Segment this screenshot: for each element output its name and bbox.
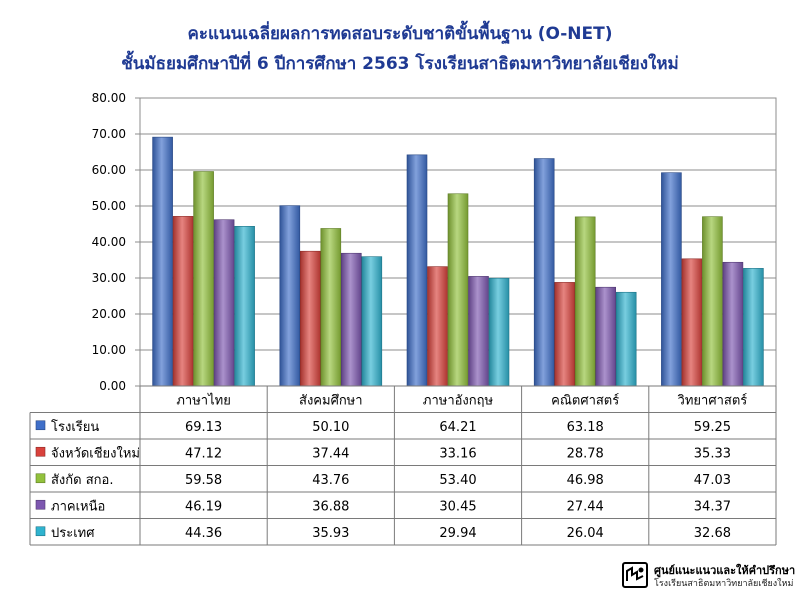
- logo-text-line1: ศูนย์แนะแนวและให้คำปรึกษา: [654, 564, 796, 577]
- y-tick-label: 0.00: [99, 379, 126, 393]
- y-tick-label: 60.00: [92, 163, 126, 177]
- y-tick-label: 80.00: [92, 91, 126, 105]
- series-name: จังหวัดเชียงใหม่: [51, 445, 140, 461]
- data-label: 26.04: [567, 526, 604, 541]
- data-label: 50.10: [312, 420, 349, 435]
- bars: [152, 136, 764, 387]
- bar: [468, 276, 489, 387]
- bar: [722, 261, 744, 387]
- data-label: 44.36: [185, 526, 222, 541]
- counseling-center-logo-icon: [622, 562, 648, 588]
- series-name: ประเทศ: [51, 526, 95, 541]
- bar: [172, 216, 194, 387]
- category-label: คณิตศาสตร์: [551, 392, 619, 408]
- series-name: ภาคเหนือ: [51, 498, 105, 514]
- y-tick-label: 50.00: [92, 199, 126, 213]
- bar: [193, 171, 214, 387]
- bar: [447, 193, 469, 387]
- legend-key: [35, 473, 46, 484]
- logo-text-line2: โรงเรียนสาธิตมหาวิทยาลัยเชียงใหม่: [654, 579, 794, 589]
- bar: [488, 277, 510, 387]
- y-tick-label: 70.00: [92, 127, 126, 141]
- data-label: 46.19: [185, 499, 222, 514]
- data-table: ภาษาไทย สังคมศึกษา ภาษาอังกฤษ คณิตศาสตร์ วิท…: [29, 385, 777, 546]
- bar: [299, 250, 321, 387]
- data-label: 64.21: [439, 420, 476, 435]
- data-label: 28.78: [567, 446, 604, 461]
- bar: [574, 216, 596, 387]
- data-label: 32.68: [694, 526, 731, 541]
- category-label: วิทยาศาสตร์: [677, 392, 747, 408]
- bar: [361, 256, 383, 387]
- data-label: 46.98: [567, 473, 604, 488]
- data-label: 33.16: [439, 446, 476, 461]
- data-label: 36.88: [312, 499, 349, 514]
- data-label: 34.37: [694, 499, 731, 514]
- bar: [661, 172, 682, 387]
- bar: [427, 266, 448, 387]
- data-label: 30.45: [439, 499, 476, 514]
- chart-subtitle: ชั้นมัธยมศึกษาปีที่ 6 ปีการศึกษา 2563 โร…: [121, 54, 679, 74]
- legend-key: [35, 499, 46, 510]
- bar: [279, 205, 301, 387]
- data-label: 43.76: [312, 473, 349, 488]
- bar: [595, 286, 617, 387]
- data-label: 47.03: [694, 473, 731, 488]
- data-label: 29.94: [439, 526, 476, 541]
- category-label: สังคมศึกษา: [299, 393, 363, 408]
- bar: [234, 226, 255, 387]
- bar: [213, 219, 235, 387]
- legend-key: [35, 420, 46, 431]
- data-label: 59.25: [694, 420, 731, 435]
- bar: [533, 158, 555, 387]
- data-label: 47.12: [185, 446, 222, 461]
- y-tick-label: 40.00: [92, 235, 126, 249]
- series-name: สังกัด สกอ.: [51, 473, 113, 488]
- category-label: ภาษาอังกฤษ: [423, 393, 494, 408]
- chart-title: คะแนนเฉลี่ยผลการทดสอบระดับชาติขั้นพื้นฐา…: [187, 24, 613, 44]
- data-label: 35.33: [694, 446, 731, 461]
- data-label: 37.44: [312, 446, 349, 461]
- data-label: 59.58: [185, 473, 222, 488]
- y-tick-label: 10.00: [92, 343, 126, 357]
- data-label: 27.44: [567, 499, 604, 514]
- series-name: โรงเรียน: [51, 419, 99, 435]
- bar: [152, 136, 173, 387]
- y-tick-label: 30.00: [92, 271, 126, 285]
- legend-key: [35, 446, 46, 457]
- bar: [406, 154, 428, 387]
- chart-area: 0.00 10.00 20.00 30.00 40.00 50.00 60.00 70.00 8…: [29, 91, 777, 546]
- legend-key: [35, 526, 46, 537]
- data-label: 69.13: [185, 420, 222, 435]
- data-label: 63.18: [567, 420, 604, 435]
- logo: ศูนย์แนะแนวและให้คำปรึกษา โรงเรียนสาธิตม…: [622, 560, 796, 594]
- bar: [615, 291, 637, 387]
- bar: [702, 216, 723, 387]
- data-label: 35.93: [312, 526, 349, 541]
- bar: [320, 228, 342, 387]
- y-axis-ticks: 0.00 10.00 20.00 30.00 40.00 50.00 60.00 70.00 8…: [92, 91, 126, 393]
- data-label: 53.40: [439, 473, 476, 488]
- bar: [681, 258, 703, 387]
- bar: [340, 252, 362, 387]
- bar: [743, 268, 764, 387]
- y-tick-label: 20.00: [92, 307, 126, 321]
- category-label: ภาษาไทย: [176, 392, 230, 408]
- bar: [554, 282, 576, 387]
